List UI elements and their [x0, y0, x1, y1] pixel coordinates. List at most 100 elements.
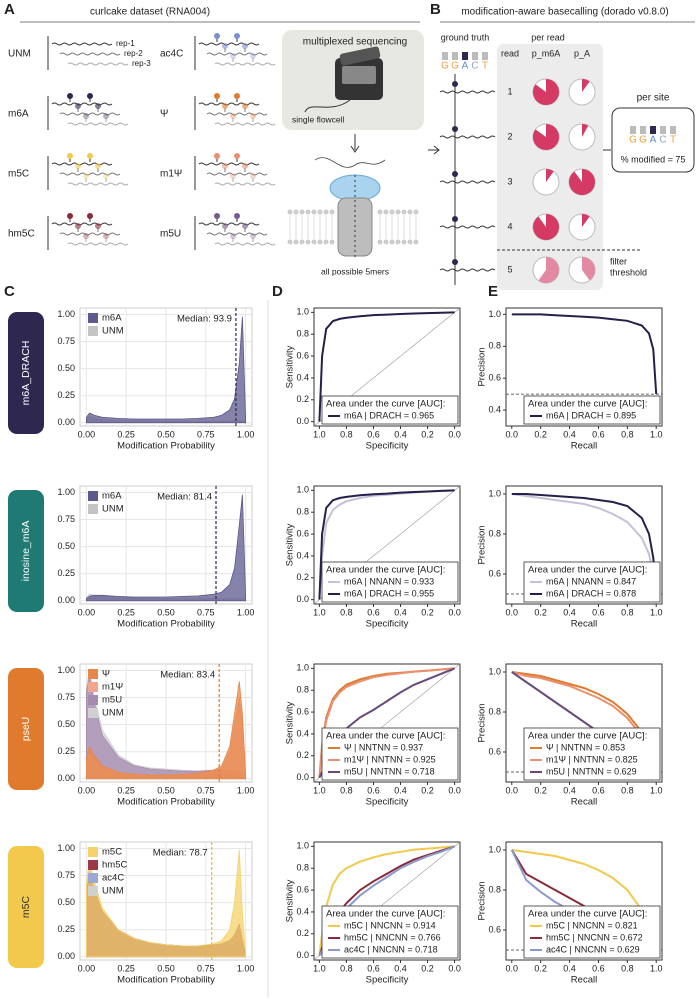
- panel-letter: E: [488, 283, 498, 300]
- membrane: [293, 239, 299, 245]
- x-tick-label: 0.00: [78, 785, 96, 795]
- base: G: [441, 61, 449, 72]
- read-number: 3: [507, 176, 512, 186]
- sequencing-label: multiplexed sequencing: [303, 37, 408, 48]
- x-axis-label: Specificity: [366, 441, 409, 452]
- group-label: m1Ψ: [160, 169, 182, 180]
- x-tick-label: 0.2: [421, 607, 434, 617]
- x-tick-label: 0.25: [117, 607, 135, 617]
- y-tick-label: 0.0: [296, 772, 309, 782]
- y-tick-label: 1.0: [296, 485, 309, 495]
- y-tick-label: 1.0: [296, 663, 309, 673]
- membrane: [299, 239, 305, 245]
- x-tick-label: 0.2: [421, 963, 434, 973]
- x-tick-label: 0.75: [197, 785, 215, 795]
- curve: [318, 667, 455, 778]
- mod-dot: [83, 233, 89, 239]
- group-label: hm5C: [8, 229, 35, 240]
- panel-letter: B: [430, 1, 441, 18]
- x-tick-label: 0.50: [157, 963, 175, 973]
- membrane: [413, 209, 419, 215]
- membrane: [311, 239, 317, 245]
- rna-strand: [214, 242, 276, 246]
- panel-letter: C: [4, 283, 15, 300]
- arrowhead: [350, 145, 360, 153]
- legend-label: ac4C | NNCNN = 0.629: [546, 944, 640, 954]
- pie-wedge: [533, 124, 560, 151]
- x-axis-label: Modification Probability: [117, 975, 215, 986]
- x-tick-label: 0.00: [78, 607, 96, 617]
- y-tick-label: 0.4: [296, 550, 309, 560]
- rna-strand: [214, 182, 276, 186]
- x-tick-label: 0.75: [197, 429, 215, 439]
- membrane: [293, 209, 299, 215]
- y-tick-label: 0.00: [57, 773, 75, 783]
- y-tick-label: 0.25: [57, 746, 75, 756]
- y-tick-label: 0.6: [488, 568, 501, 578]
- panel-letter: A: [4, 1, 15, 18]
- pie-wedge: [582, 124, 589, 137]
- x-tick-label: 0.0: [448, 785, 461, 795]
- rep-label: rep-2: [124, 49, 143, 58]
- curve: [511, 493, 658, 595]
- x-axis-label: Recall: [571, 975, 597, 986]
- column-header: p_A: [574, 48, 590, 58]
- rna-strand: [206, 52, 268, 56]
- rna-strand: [67, 242, 129, 246]
- legend-swatch: [88, 682, 98, 692]
- mod-dot: [242, 103, 248, 109]
- y-axis-label: Sensitivity: [285, 345, 296, 388]
- legend-label: m5C | NNCNN = 0.914: [344, 920, 436, 930]
- y-tick-label: 0.50: [57, 897, 75, 907]
- base: T: [670, 135, 676, 146]
- y-tick-label: 1.0: [488, 844, 501, 854]
- rna-strand: [206, 112, 268, 116]
- y-tick-label: 0.8: [296, 685, 309, 695]
- curve: [318, 489, 455, 600]
- y-tick-label: 0.2: [296, 572, 309, 582]
- mod-dot: [230, 113, 236, 119]
- y-tick-label: 0.4: [488, 404, 501, 414]
- x-tick-label: 1.0: [650, 785, 663, 795]
- median-label: Median: 81.4: [157, 492, 212, 503]
- pie-wedge: [582, 257, 595, 281]
- pie-wedge: [533, 79, 560, 105]
- membrane: [329, 209, 335, 215]
- rna-strand: [51, 162, 113, 166]
- y-tick-label: 0.8: [488, 884, 501, 894]
- legend-title: Area under the curve [AUC]:: [528, 399, 647, 410]
- legend-label: m6A | DRACH = 0.965: [344, 410, 434, 420]
- membrane: [287, 209, 293, 215]
- membrane: [401, 209, 407, 215]
- mod-dot: [75, 163, 81, 169]
- legend-swatch: [88, 695, 98, 705]
- y-tick-label: 0.75: [57, 514, 75, 524]
- legend-swatch: [88, 860, 98, 870]
- x-tick-label: 0.4: [563, 963, 576, 973]
- x-tick-label: 0.75: [197, 963, 215, 973]
- rna-strand: [67, 182, 129, 186]
- x-tick-label: 0.50: [157, 429, 175, 439]
- curve: [511, 493, 658, 595]
- legend-swatch: [88, 491, 98, 501]
- mod-dot: [214, 213, 220, 219]
- pie-wedge: [582, 214, 590, 227]
- y-tick-label: 0.6: [296, 350, 309, 360]
- base-signal: [650, 126, 656, 134]
- legend-label: m5U | NNTNN = 0.629: [546, 766, 637, 776]
- legend-box: [523, 395, 661, 425]
- y-tick-label: 0.25: [57, 924, 75, 934]
- legend-label: m6A | NNANN = 0.933: [344, 576, 434, 586]
- y-tick-label: 0.6: [488, 924, 501, 934]
- x-tick-label: 0.0: [506, 785, 519, 795]
- y-tick-label: 0.25: [57, 568, 75, 578]
- legend-box: [523, 905, 661, 959]
- per-read-label: per read: [531, 32, 565, 42]
- x-tick-label: 0.2: [534, 607, 547, 617]
- x-tick-label: 0.75: [197, 607, 215, 617]
- x-tick-label: 0.2: [421, 429, 434, 439]
- mod-dot: [87, 93, 93, 99]
- y-tick-label: 0.6: [488, 746, 501, 756]
- y-axis-label: Sensitivity: [285, 701, 296, 744]
